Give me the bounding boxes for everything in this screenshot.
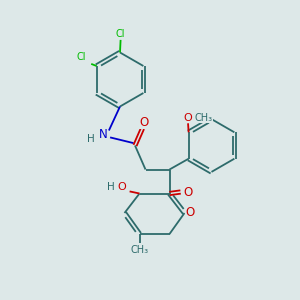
Text: O: O [185,206,194,220]
Text: H: H [87,134,95,145]
Text: H: H [106,182,114,192]
Text: Cl: Cl [77,52,86,62]
Text: O: O [140,116,148,129]
Text: O: O [183,185,192,199]
Text: Cl: Cl [116,29,125,39]
Text: N: N [98,128,107,141]
Text: O: O [117,182,126,192]
Text: CH₃: CH₃ [195,112,213,123]
Text: CH₃: CH₃ [130,244,148,255]
Text: O: O [184,112,192,123]
